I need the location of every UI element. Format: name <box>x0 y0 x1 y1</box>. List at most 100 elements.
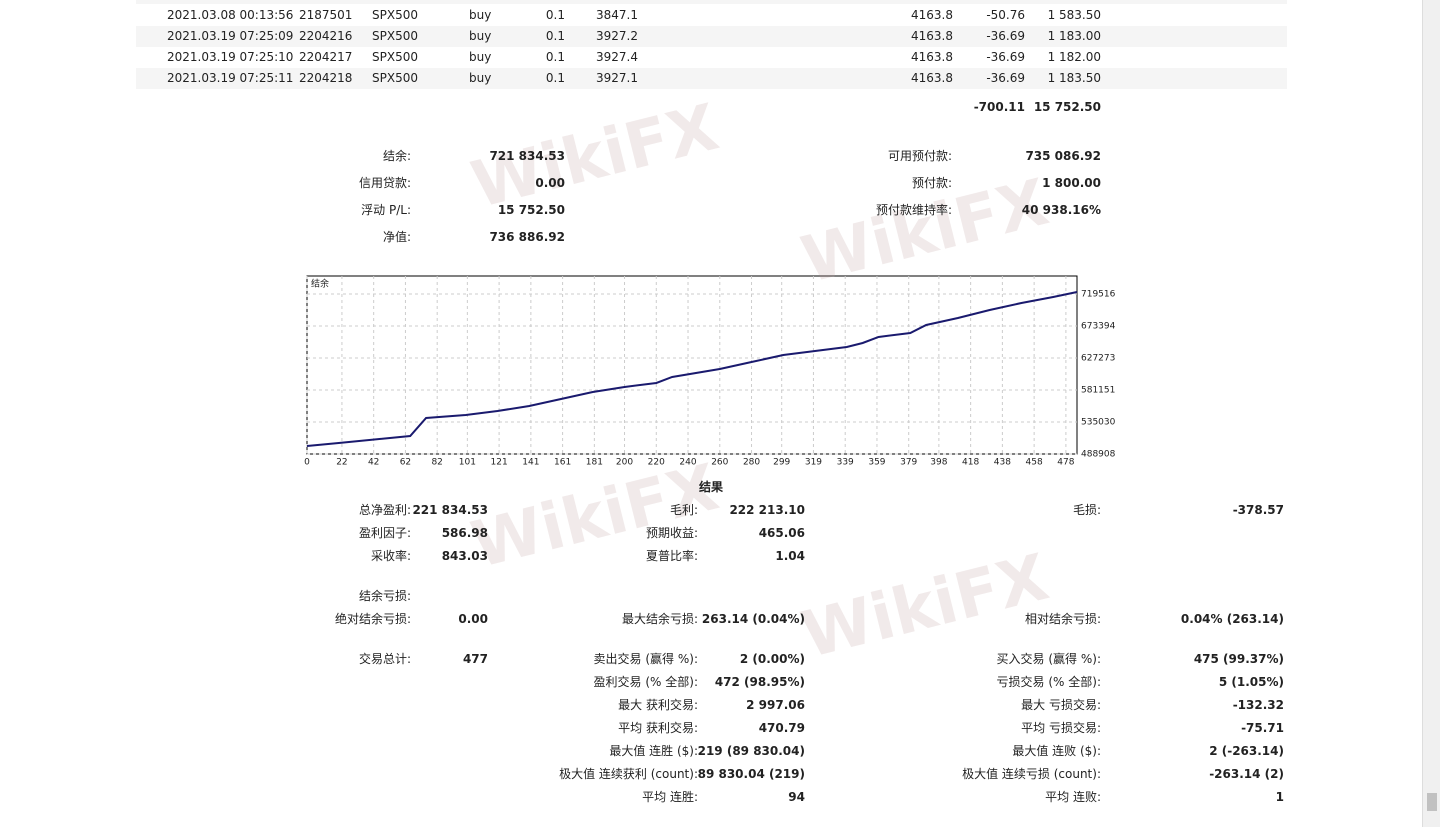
trade-cell: 2204217 <box>299 50 353 64</box>
x-tick-label: 478 <box>1057 458 1074 468</box>
total-swap: -700.11 <box>973 100 1025 114</box>
result-label: 结余亏损: <box>358 589 411 603</box>
trade-cell: 4163.8 <box>911 29 953 43</box>
trade-cell: -36.69 <box>986 50 1025 64</box>
trade-cell: SPX500 <box>372 29 418 43</box>
trade-cell: 2021.03.19 07:25:10 <box>167 50 294 64</box>
result-value: 219 (89 830.04) <box>697 744 805 758</box>
x-tick-label: 379 <box>900 458 917 468</box>
y-tick-label: 627273 <box>1081 354 1115 364</box>
chart-title: 结余 <box>311 278 329 290</box>
results-title: 结果 <box>698 480 723 494</box>
x-tick-label: 121 <box>491 458 508 468</box>
account-value: 735 086.92 <box>1025 149 1101 163</box>
x-tick-label: 42 <box>368 458 379 468</box>
result-value: 89 830.04 (219) <box>697 767 805 781</box>
result-label: 平均 连败: <box>1045 790 1101 804</box>
result-value: 2 997.06 <box>746 698 805 712</box>
result-value: -75.71 <box>1241 721 1284 735</box>
trade-cell: 0.1 <box>545 29 565 43</box>
x-tick-label: 398 <box>930 458 947 468</box>
x-tick-label: 438 <box>994 458 1011 468</box>
trade-cell: 1 583.50 <box>1047 8 1101 22</box>
trade-cell: SPX500 <box>372 8 418 22</box>
x-tick-label: 101 <box>459 458 476 468</box>
trade-cell: SPX500 <box>372 50 418 64</box>
result-value: -132.32 <box>1232 698 1284 712</box>
y-tick-label: 581151 <box>1081 386 1115 396</box>
account-label: 信用贷款: <box>358 176 411 190</box>
balance-line <box>306 291 1078 447</box>
result-label: 最大值 连胜 ($): <box>609 744 698 758</box>
result-label: 极大值 连续亏损 (count): <box>962 767 1101 781</box>
x-tick-label: 62 <box>400 458 411 468</box>
result-label: 最大 亏损交易: <box>1021 698 1101 712</box>
row-band <box>136 26 1287 47</box>
trade-cell: buy <box>469 71 492 85</box>
result-value: -263.14 (2) <box>1209 767 1284 781</box>
result-label: 夏普比率: <box>645 549 698 563</box>
result-label: 亏损交易 (% 全部): <box>996 675 1101 689</box>
x-tick-label: 299 <box>773 458 790 468</box>
trade-cell: 3927.2 <box>596 29 638 43</box>
account-label: 预付款维持率: <box>875 203 952 217</box>
result-value: 475 (99.37%) <box>1193 652 1284 666</box>
trade-cell: 3927.4 <box>596 50 638 64</box>
trade-cell: 4163.8 <box>911 50 953 64</box>
result-label: 预期收益: <box>645 526 698 540</box>
account-value: 1 800.00 <box>1042 176 1101 190</box>
trade-cell: 0.1 <box>545 8 565 22</box>
scrollbar-thumb[interactable] <box>1427 793 1437 811</box>
total-profit: 15 752.50 <box>1033 100 1101 114</box>
trade-cell: 2021.03.19 07:25:09 <box>167 29 294 43</box>
trade-cell: 1 183.50 <box>1047 71 1101 85</box>
account-label: 净值: <box>382 230 411 244</box>
x-tick-label: 82 <box>431 458 442 468</box>
row-band <box>136 0 1287 4</box>
x-tick-label: 418 <box>962 458 979 468</box>
trade-cell: 4163.8 <box>911 8 953 22</box>
result-value: 263.14 (0.04%) <box>701 612 805 626</box>
x-tick-label: 339 <box>837 458 854 468</box>
trade-cell: 1 182.00 <box>1047 50 1101 64</box>
account-value: 0.00 <box>535 176 565 190</box>
trade-cell: buy <box>469 8 492 22</box>
result-label: 最大结余亏损: <box>621 612 698 626</box>
result-value: 472 (98.95%) <box>714 675 805 689</box>
result-value: 843.03 <box>441 549 488 563</box>
result-label: 毛利: <box>669 503 698 517</box>
trade-cell: SPX500 <box>372 71 418 85</box>
account-value: 40 938.16% <box>1021 203 1101 217</box>
trade-cell: buy <box>469 29 492 43</box>
account-label: 浮动 P/L: <box>361 203 411 217</box>
balance-chart: 0 22 42 62 82 101 121 141 161 181 200 220 240 260 280 2… <box>304 275 1116 468</box>
trade-cell: 1 183.00 <box>1047 29 1101 43</box>
x-tick-label: 141 <box>522 458 539 468</box>
trade-cell: 3847.1 <box>596 8 638 22</box>
result-value: -378.57 <box>1232 503 1284 517</box>
account-value: 736 886.92 <box>489 230 565 244</box>
trade-cell: 2187501 <box>299 8 353 22</box>
scrollbar-track[interactable] <box>1422 0 1440 827</box>
result-value: 477 <box>462 652 488 666</box>
account-label: 可用预付款: <box>887 149 952 163</box>
x-tick-label: 319 <box>805 458 822 468</box>
trade-cell: 0.1 <box>545 71 565 85</box>
x-tick-label: 181 <box>586 458 603 468</box>
result-label: 卖出交易 (赢得 %): <box>593 652 698 666</box>
trade-cell: -50.76 <box>986 8 1025 22</box>
result-value: 5 (1.05%) <box>1218 675 1284 689</box>
trade-cell: 4163.8 <box>911 71 953 85</box>
result-value: 586.98 <box>441 526 488 540</box>
result-value: 2 (0.00%) <box>739 652 805 666</box>
result-label: 极大值 连续获利 (count): <box>559 767 698 781</box>
y-tick-label: 535030 <box>1081 417 1116 427</box>
result-label: 平均 亏损交易: <box>1021 721 1101 735</box>
account-value: 15 752.50 <box>497 203 565 217</box>
result-value: 1 <box>1275 790 1284 804</box>
result-value: 94 <box>788 790 805 804</box>
x-tick-label: 220 <box>648 458 665 468</box>
result-label: 最大值 连败 ($): <box>1012 744 1101 758</box>
account-label: 结余: <box>382 149 411 163</box>
y-tick-label: 488908 <box>1081 450 1116 460</box>
